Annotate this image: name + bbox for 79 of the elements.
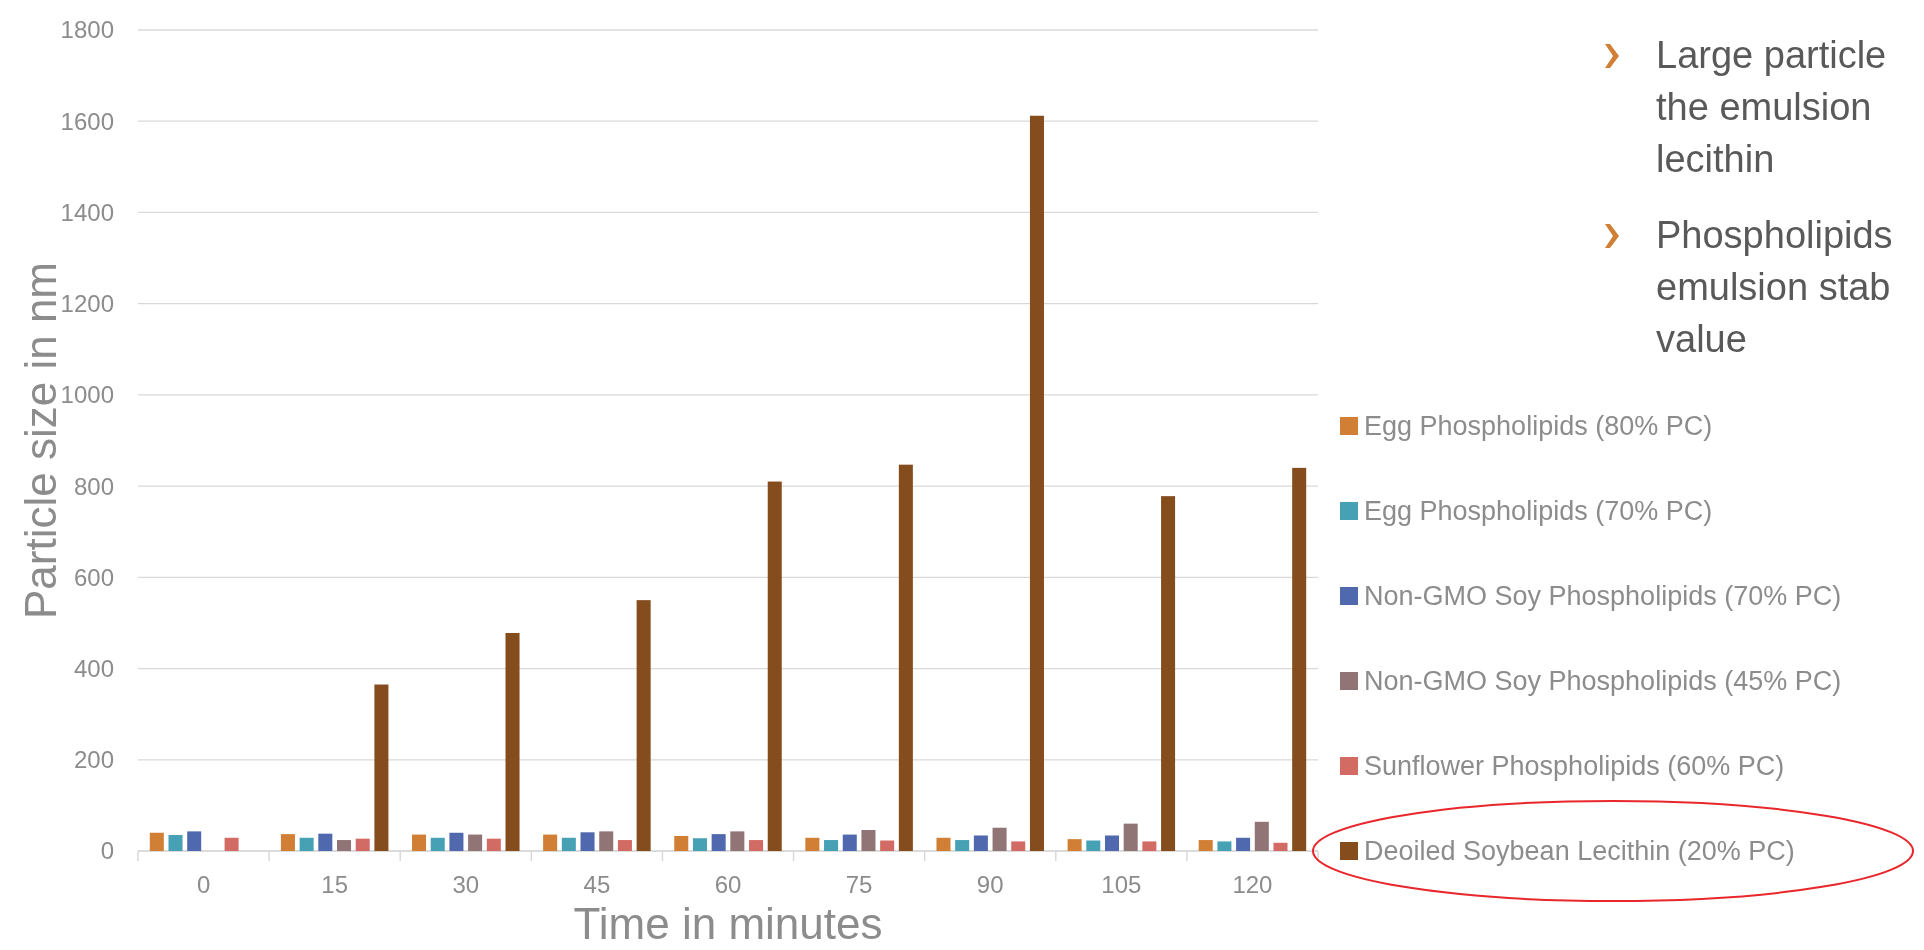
- x-tick-label: 105: [1101, 871, 1142, 898]
- bar: [898, 464, 913, 851]
- x-tick-label: 30: [452, 871, 480, 898]
- bar: [580, 832, 595, 851]
- legend-label: Egg Phospholipids (70% PC): [1364, 496, 1713, 527]
- bar: [1292, 467, 1307, 851]
- x-tick-label: 90: [976, 871, 1004, 898]
- y-tick-label: 1600: [60, 107, 114, 135]
- bar: [730, 831, 745, 851]
- x-tick-label: 75: [845, 871, 873, 898]
- legend-label: Non-GMO Soy Phospholipids (45% PC): [1364, 666, 1842, 697]
- bar: [824, 840, 839, 851]
- y-tick-label: 1800: [60, 16, 114, 44]
- legend-label: Deoiled Soybean Lecithin (20% PC): [1364, 836, 1795, 867]
- x-tick-label: 15: [321, 871, 349, 898]
- bar: [1067, 839, 1082, 851]
- text: Large particle the emulsion lecithin: [1656, 34, 1887, 180]
- text: Phospholipids emulsion stab value: [1656, 214, 1893, 360]
- bar: [1198, 840, 1213, 851]
- y-tick-label: 200: [73, 746, 114, 774]
- bar: [955, 840, 970, 851]
- bar: [168, 835, 183, 851]
- bar: [561, 837, 576, 851]
- bar: [861, 830, 876, 851]
- bar: [1236, 837, 1251, 851]
- bar: [842, 834, 857, 851]
- bar: [1104, 835, 1119, 851]
- y-tick-label: 1400: [60, 198, 114, 226]
- x-tick-label: 45: [583, 871, 611, 898]
- bar: [299, 837, 314, 851]
- bar: [1161, 496, 1176, 851]
- bar: [412, 834, 427, 851]
- bar: [187, 831, 202, 851]
- bar: [449, 832, 464, 851]
- bar: [880, 840, 895, 851]
- bar: [1273, 842, 1288, 851]
- bar: [149, 832, 164, 851]
- bar: [636, 600, 651, 851]
- x-tick-label: 120: [1232, 871, 1273, 898]
- bar: [318, 833, 333, 851]
- bar: [505, 632, 520, 851]
- bar: [749, 840, 764, 851]
- bar: [936, 837, 951, 851]
- bar: [1123, 823, 1138, 851]
- y-tick-label: 600: [73, 563, 114, 591]
- y-tick-label: 1200: [60, 290, 114, 318]
- bar: [1011, 841, 1026, 851]
- bar: [1086, 840, 1101, 851]
- bar: [1254, 821, 1269, 851]
- bar: [1142, 841, 1157, 851]
- x-tick-label: 60: [714, 871, 742, 898]
- bar: [617, 840, 632, 851]
- x-axis-title: Time in minutes: [573, 899, 883, 948]
- bar: [337, 840, 352, 851]
- bar: [973, 835, 988, 851]
- x-tick-label: 0: [196, 871, 211, 898]
- y-tick-label: 0: [100, 837, 114, 865]
- bar: [430, 837, 445, 851]
- bar: [674, 835, 689, 851]
- bar: [224, 837, 239, 851]
- bar: [805, 837, 820, 851]
- bar: [1029, 115, 1044, 851]
- legend-label: Sunflower Phospholipids (60% PC): [1364, 751, 1785, 782]
- y-tick-label: 400: [73, 654, 114, 682]
- y-tick-label: 800: [73, 472, 114, 500]
- bar: [711, 834, 726, 851]
- bar: [767, 481, 782, 851]
- bar: [599, 831, 614, 851]
- bar: [374, 684, 389, 851]
- legend-label: Non-GMO Soy Phospholipids (70% PC): [1364, 581, 1842, 612]
- bar: [355, 838, 370, 851]
- bar: [486, 838, 501, 851]
- legend-label: Egg Phospholipids (80% PC): [1364, 411, 1713, 442]
- bar: [468, 834, 483, 851]
- bar: [692, 838, 707, 851]
- bar: [992, 827, 1007, 851]
- bar: [280, 834, 295, 851]
- bar: [543, 834, 558, 851]
- bar: [1217, 841, 1232, 851]
